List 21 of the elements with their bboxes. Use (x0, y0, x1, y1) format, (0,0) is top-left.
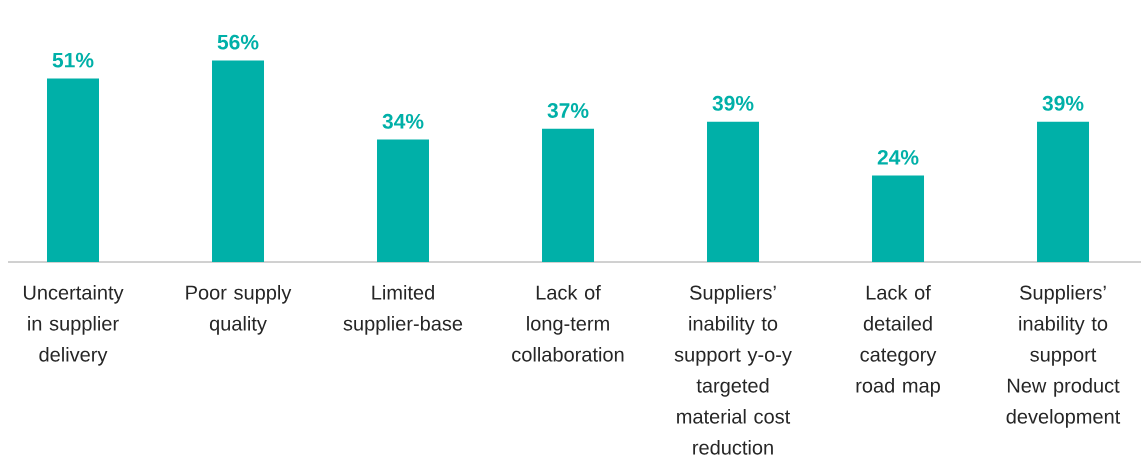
x-tick-label: Suppliers’ inability to support y-o-y targeted material cost reduction (674, 284, 792, 455)
data-label: 37% (547, 103, 589, 118)
bar (377, 139, 429, 262)
x-tick-label: Limited supplier-base (343, 284, 463, 335)
x-tick-label: Lack of long-term collaboration (512, 284, 624, 362)
x-tick-label: Suppliers’ inability to support New product development (1006, 284, 1121, 428)
data-label: 56% (217, 34, 259, 50)
bar (542, 128, 595, 262)
bar (707, 121, 760, 262)
x-tick-label: Lack of detailed category road map (856, 284, 940, 397)
data-label: 39% (712, 95, 754, 111)
x-tick-label: Uncertainty in supplier delivery (23, 284, 124, 366)
data-label: 34% (382, 113, 424, 129)
data-label: 24% (877, 149, 919, 165)
data-label: 51% (52, 52, 94, 68)
bar (47, 78, 99, 262)
bar (1037, 121, 1090, 262)
bar (872, 175, 925, 262)
x-tick-label: Poor supply quality (186, 284, 292, 335)
data-label: 39% (1042, 95, 1084, 111)
bar (212, 60, 264, 262)
